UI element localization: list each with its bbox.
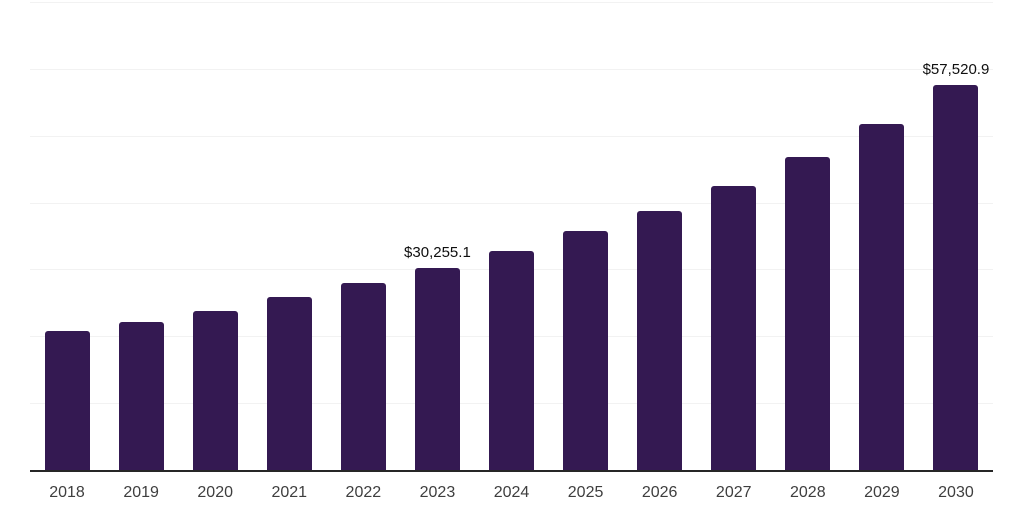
x-tick-2030: 2030 [938, 484, 974, 501]
x-tick-2023: 2023 [419, 484, 456, 501]
x-tick-2027: 2027 [715, 484, 752, 501]
gridline-70000 [30, 2, 993, 3]
plot-area: $30,255.1 $57,520.9 [30, 2, 993, 470]
bar-2019 [118, 321, 164, 470]
gridline-50000 [30, 135, 993, 137]
x-tick-2021: 2021 [271, 484, 308, 501]
bar-2025 [563, 231, 609, 470]
x-tick-2024: 2024 [493, 484, 530, 501]
bar-2028 [785, 157, 831, 470]
x-tick-2020: 2020 [197, 484, 233, 501]
bar-2026 [637, 210, 683, 470]
x-tick-2025: 2025 [567, 484, 604, 501]
x-tick-2022: 2022 [345, 484, 382, 501]
x-axis-line [30, 470, 993, 472]
x-tick-2028: 2028 [790, 484, 826, 501]
bar-2018 [44, 330, 90, 470]
bar-2023 [414, 267, 460, 470]
x-tick-2019: 2019 [123, 484, 159, 501]
value-label-2030: $57,520.9 [922, 61, 990, 79]
bar-2024 [489, 250, 534, 470]
bar-2027 [711, 185, 757, 470]
value-label-2023: $30,255.1 [404, 243, 471, 261]
gridline-40000 [30, 202, 993, 204]
bar-2030 [933, 85, 979, 470]
x-tick-2026: 2026 [641, 484, 678, 501]
bar-2021 [266, 296, 312, 470]
x-tick-2018: 2018 [49, 484, 85, 501]
bar-2022 [340, 283, 386, 470]
gridline-60000 [30, 68, 993, 70]
bar-2020 [192, 310, 238, 470]
x-tick-2029: 2029 [864, 484, 900, 501]
bar-2029 [859, 124, 905, 470]
